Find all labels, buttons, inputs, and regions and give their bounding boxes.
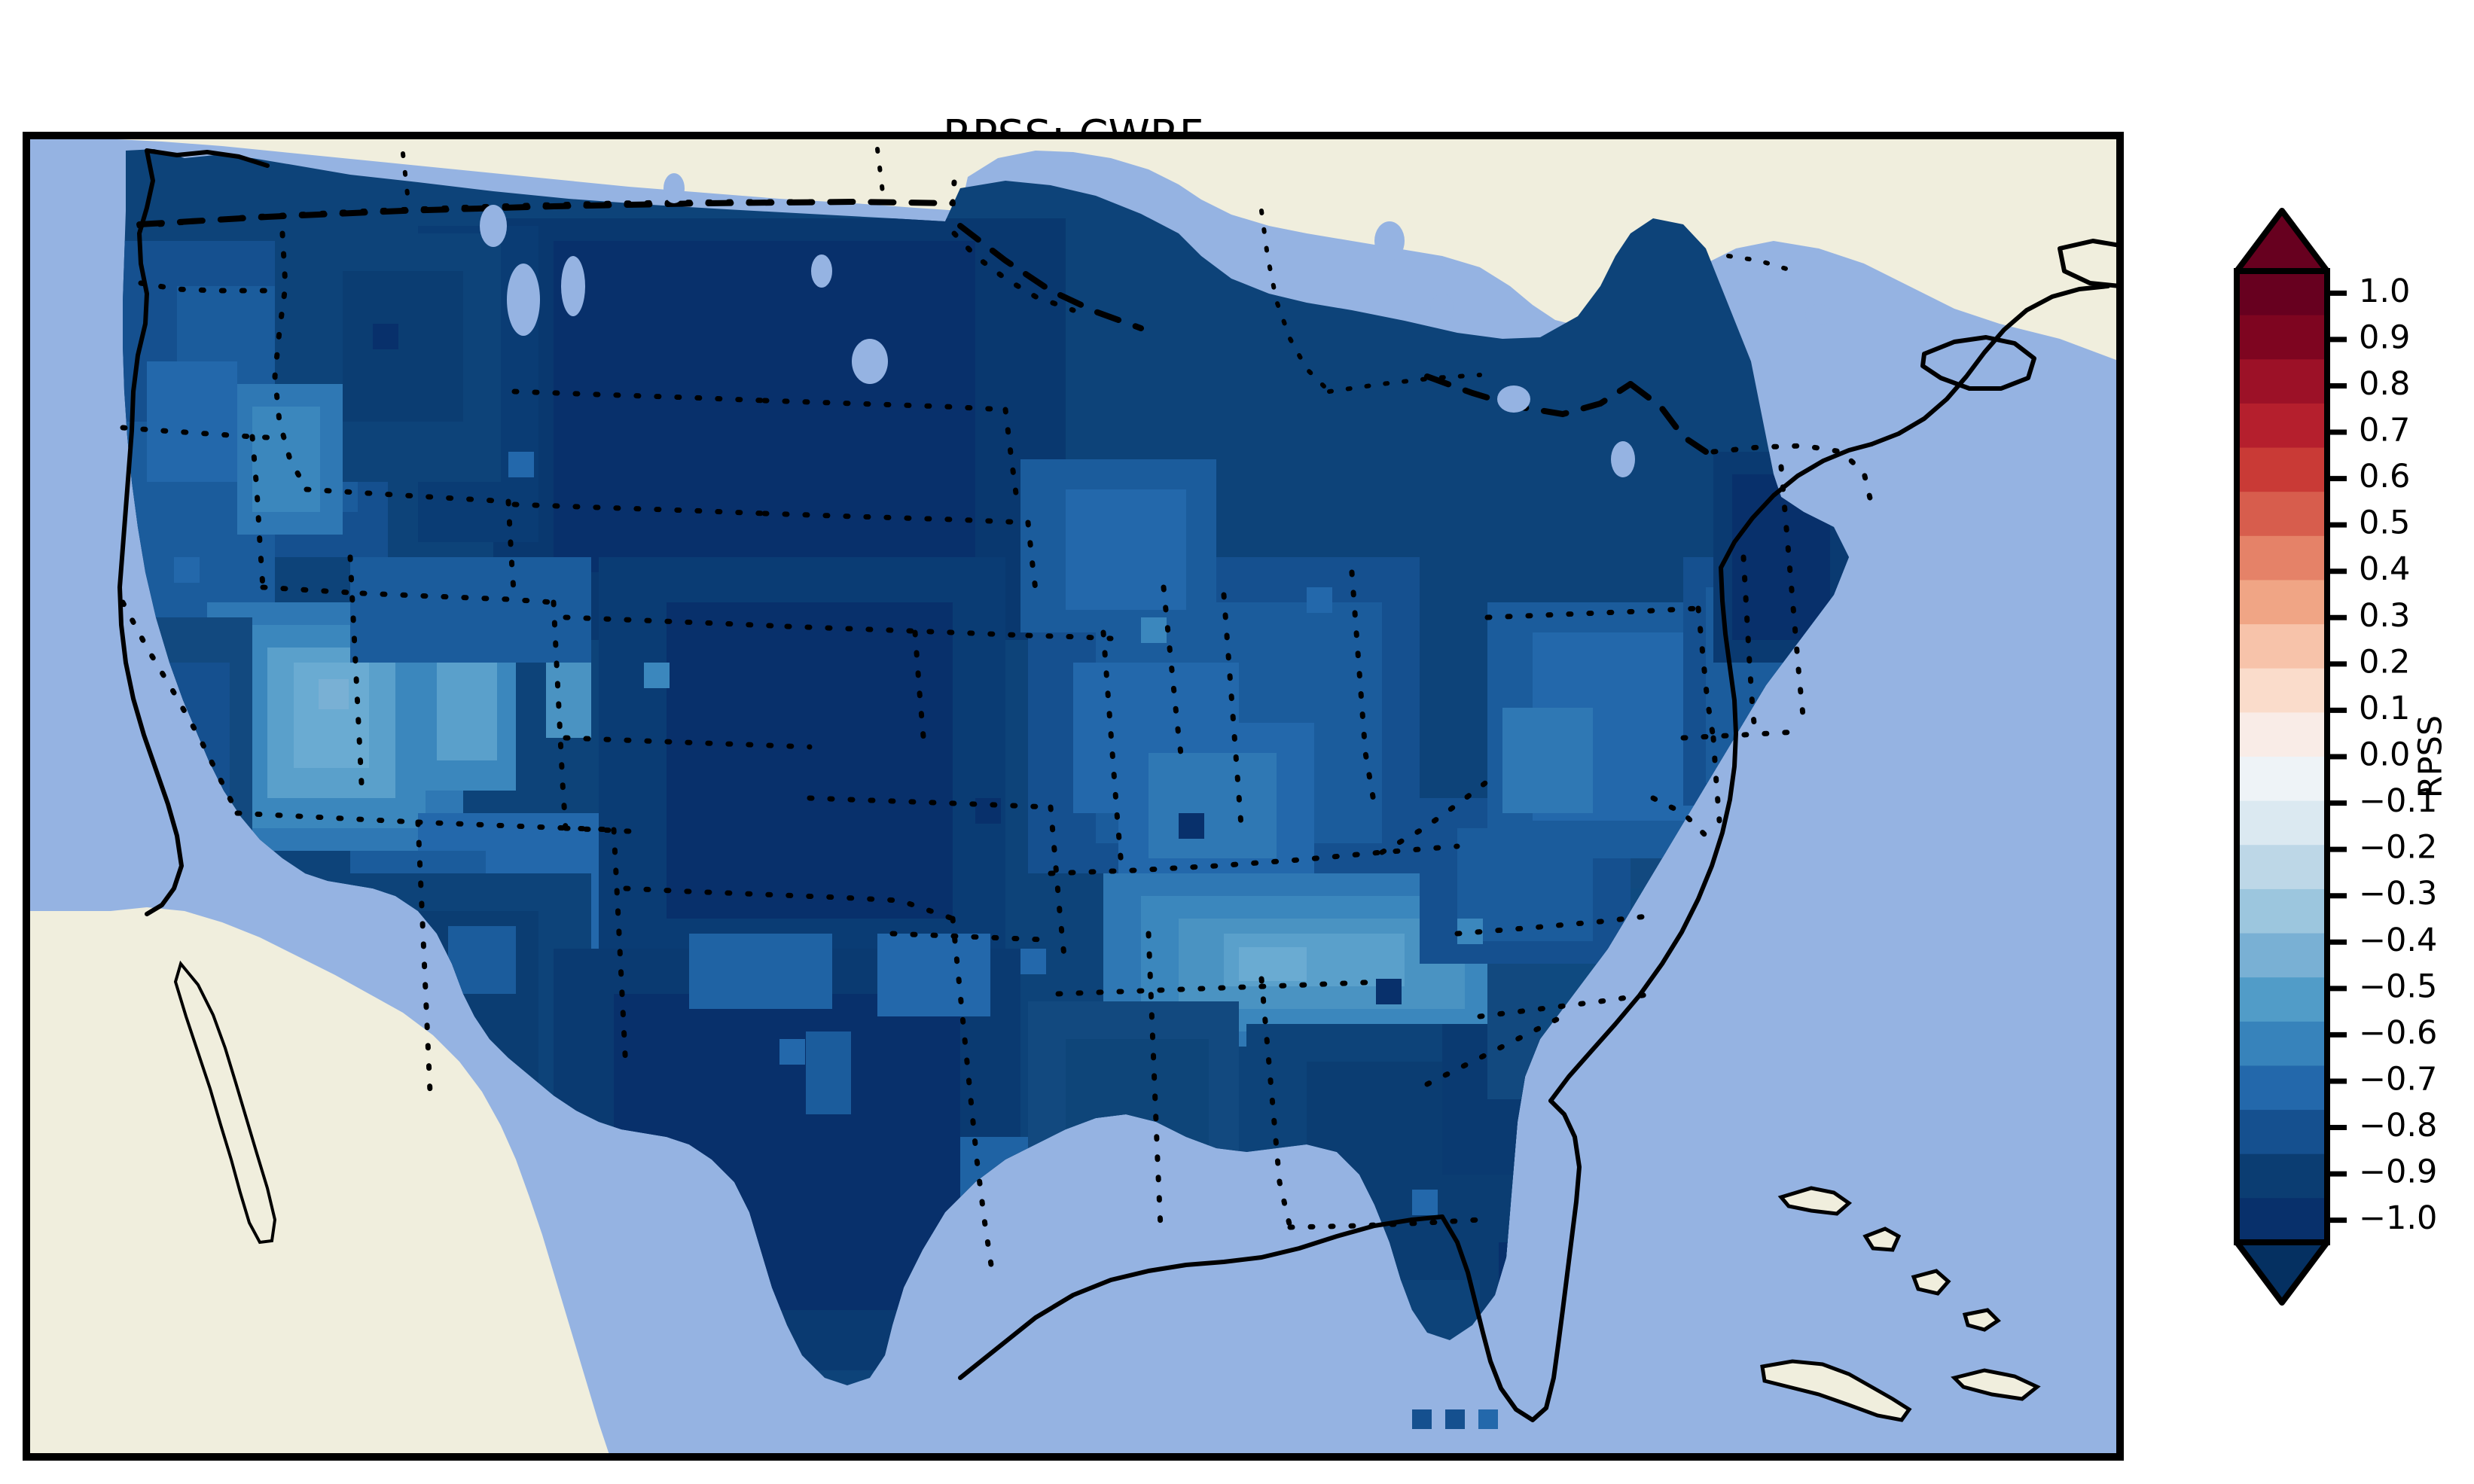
colorbar-band	[2237, 888, 2327, 934]
colorbar[interactable]: 1.0 0.9 0.8 0.7 0.6 0.5 0.4 0.3 0.2 0.1 0.0 −0.1 −0.…	[2207, 113, 2455, 1393]
coastlines	[117, 148, 2120, 1422]
rpss-data-grid	[123, 149, 1849, 1385]
colorbar-tick-label: 0.8	[2359, 365, 2410, 403]
colorbar-band	[2237, 359, 2327, 404]
colorbar-band	[2237, 712, 2327, 757]
colorbar-tick-label: 1.0	[2359, 273, 2410, 310]
colorbar-tick-label: 0.6	[2359, 458, 2410, 495]
colorbar-band	[2237, 977, 2327, 1022]
colorbar-tick-label: −0.6	[2359, 1014, 2437, 1052]
colorbar-band	[2237, 933, 2327, 978]
colorbar-band	[2237, 624, 2327, 669]
colorbar-over-arrow	[2234, 208, 2330, 274]
colorbar-band	[2237, 492, 2327, 537]
colorbar-tick-label: −0.8	[2359, 1107, 2437, 1144]
colorbar-band	[2237, 403, 2327, 449]
cuba-island	[1760, 1359, 1912, 1422]
colorbar-band	[2237, 271, 2327, 316]
colorbar-tick-label: −0.4	[2359, 922, 2437, 959]
colorbar-band	[2237, 580, 2327, 625]
colorbar-tick-label: −0.2	[2359, 829, 2437, 867]
state-borders	[120, 179, 1875, 1283]
bahamas-islands	[1777, 1186, 2001, 1332]
colorbar-band	[2237, 757, 2327, 802]
colorbar-tick-label: −0.1	[2359, 782, 2437, 820]
map-plot[interactable]	[26, 136, 2120, 1457]
canadian-lakes	[480, 173, 1903, 477]
colorbar-tick-label: 0.0	[2359, 736, 2410, 774]
colorbar-tick-label: 0.1	[2359, 690, 2410, 727]
caribbean-islands	[1951, 1368, 2041, 1401]
colorbar-band	[2237, 535, 2327, 581]
colorbar-band	[2237, 447, 2327, 492]
colorbar-axis-label: RPSS	[2412, 715, 2450, 798]
province-borders	[401, 147, 1791, 394]
colorbar-tick-label: 0.9	[2359, 318, 2410, 356]
colorbar-tick-label: 0.4	[2359, 550, 2410, 588]
florida-keys-cells	[1412, 1409, 1498, 1429]
colorbar-band	[2237, 1065, 2327, 1111]
colorbar-tick-label: 0.3	[2359, 597, 2410, 635]
colorbar-tick-label: −0.5	[2359, 967, 2437, 1005]
map-panel[interactable]	[23, 132, 2124, 1461]
colorbar-bands	[2237, 271, 2327, 1243]
colorbar-tick-label: −0.9	[2359, 1153, 2437, 1191]
colorbar-band	[2237, 800, 2327, 846]
colorbar-tick-label: −0.7	[2359, 1060, 2437, 1098]
colorbar-band	[2237, 668, 2327, 713]
colorbar-band	[2237, 1198, 2327, 1243]
colorbar-band	[2237, 1153, 2327, 1199]
mexico-landmass	[26, 907, 610, 1457]
colorbar-ticks: 1.0 0.9 0.8 0.7 0.6 0.5 0.4 0.3 0.2 0.1 0.0 −0.1 −0.…	[2327, 273, 2437, 1237]
colorbar-band	[2237, 1021, 2327, 1067]
international-border	[136, 198, 1709, 455]
colorbar-tick-label: 0.7	[2359, 412, 2410, 449]
colorbar-panel[interactable]: 1.0 0.9 0.8 0.7 0.6 0.5 0.4 0.3 0.2 0.1 0.0 −0.1 −0.…	[2207, 113, 2455, 1393]
colorbar-band	[2237, 315, 2327, 360]
baja-peninsula	[173, 960, 277, 1245]
colorbar-band	[2237, 845, 2327, 890]
colorbar-tick-label: 0.5	[2359, 504, 2410, 542]
colorbar-under-arrow	[2234, 1239, 2330, 1306]
colorbar-tick-label: 0.2	[2359, 643, 2410, 681]
colorbar-tick-label: −1.0	[2359, 1199, 2437, 1237]
colorbar-band	[2237, 1110, 2327, 1155]
colorbar-tick-label: −0.3	[2359, 875, 2437, 913]
